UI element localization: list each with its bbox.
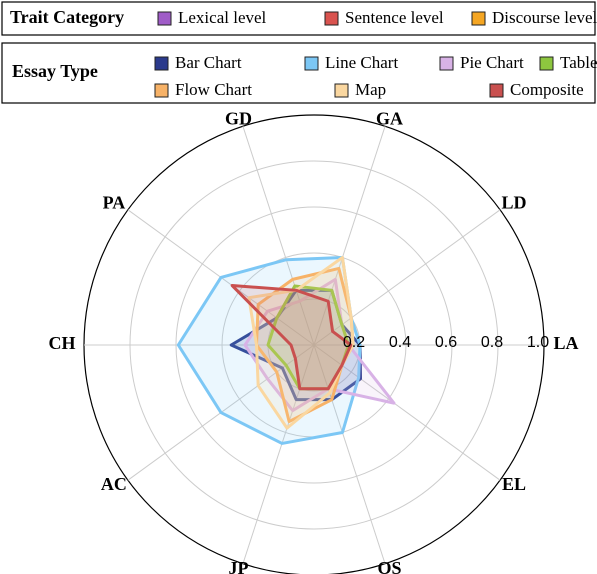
legend-swatch — [154, 83, 169, 98]
spoke — [313, 344, 501, 481]
y-tick-label: 0.8 — [481, 334, 503, 351]
legend-label: Flow Chart — [175, 80, 252, 99]
axis-label: EL — [502, 474, 526, 494]
legend-swatch — [439, 56, 454, 71]
axis-label: PA — [103, 192, 126, 212]
axis-label: CH — [49, 333, 76, 353]
legend-box — [1, 42, 596, 104]
series-area — [243, 277, 396, 413]
axis-label: GA — [376, 108, 403, 128]
trait-legend-title: Trait Category — [10, 7, 124, 27]
legend-label: Table — [560, 53, 597, 72]
legend-swatch — [539, 56, 554, 71]
legend-swatch — [489, 83, 504, 98]
spoke — [313, 344, 386, 564]
axis-label: JP — [228, 558, 248, 574]
legend-swatch — [304, 56, 319, 71]
series-area — [230, 284, 353, 391]
trait-legend-label: Lexical level — [178, 8, 267, 27]
legend-label: Pie Chart — [460, 53, 524, 72]
y-tick-label: 0.6 — [435, 334, 457, 351]
trait-legend-swatch — [471, 11, 486, 26]
legend-swatch — [334, 83, 349, 98]
axis-label: LA — [553, 333, 578, 353]
legend-swatch — [154, 56, 169, 71]
spoke — [313, 126, 386, 346]
legend-label: Map — [355, 80, 386, 99]
axis-label: OS — [378, 558, 402, 574]
trait-legend-swatch — [324, 11, 339, 26]
y-tick-label: 0.4 — [389, 334, 411, 351]
spoke — [242, 126, 315, 346]
axis-label: AC — [101, 474, 127, 494]
legend-label: Composite — [510, 80, 584, 99]
legend-label: Line Chart — [325, 53, 398, 72]
y-tick-label: 0.2 — [343, 334, 365, 351]
axis-label: GD — [225, 108, 252, 128]
trait-legend-label: Discourse level — [492, 8, 597, 27]
trait-legend-swatch — [157, 11, 172, 26]
spoke — [313, 209, 501, 346]
legend-label: Bar Chart — [175, 53, 242, 72]
axis-label: LD — [502, 192, 527, 212]
legend-title: Essay Type — [12, 61, 98, 81]
y-tick-label: 1.0 — [527, 334, 549, 351]
trait-legend-label: Sentence level — [345, 8, 444, 27]
trait-legend-box — [1, 1, 596, 36]
spoke — [242, 344, 315, 564]
